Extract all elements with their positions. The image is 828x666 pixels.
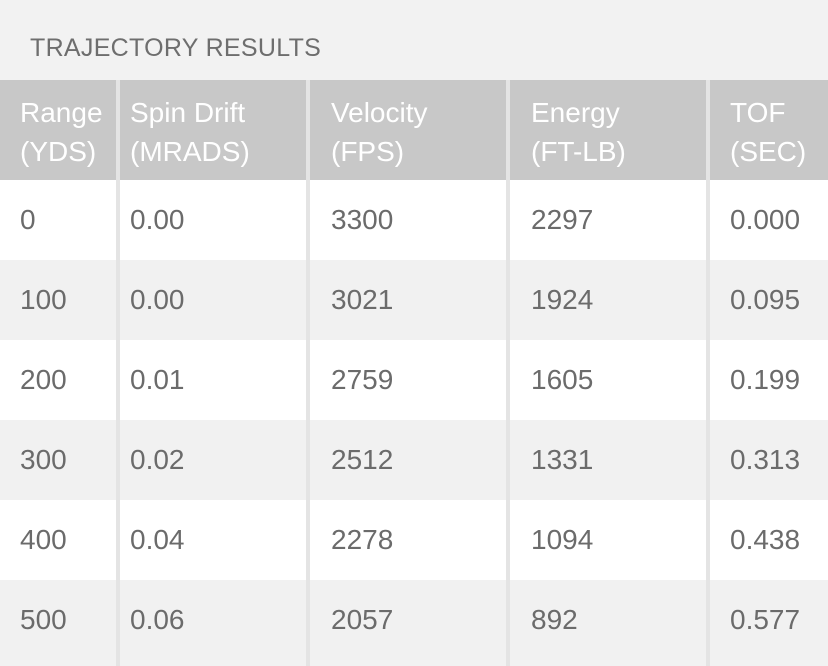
header-velocity-unit: (FPS): [331, 136, 405, 167]
header-spin-drift: Spin Drift (MRADS): [120, 80, 306, 180]
cell-energy: 2297: [531, 204, 594, 235]
cell-spin-drift: 0.00: [130, 204, 185, 235]
cell-spin-drift: 0.01: [130, 364, 185, 395]
cell-spin-drift: 0.04: [130, 524, 185, 555]
cell-velocity: 3300: [331, 204, 394, 235]
cell-range: 200: [20, 364, 67, 395]
cell-tof: 0.000: [730, 204, 801, 235]
table-header-row: Range (YDS) Spin Drift (MRADS) Velocity …: [0, 80, 828, 180]
header-spin-drift-label: Spin Drift: [130, 97, 246, 128]
cell-range: 300: [20, 444, 67, 475]
header-range-unit: (YDS): [20, 136, 97, 167]
header-energy-unit: (FT-LB): [531, 136, 626, 167]
section-title: TRAJECTORY RESULTS: [30, 34, 322, 62]
cell-velocity: 2759: [331, 364, 394, 395]
cell-range: 400: [20, 524, 67, 555]
column-divider: [306, 80, 310, 666]
table-row: 500 0.06 2057 892 0.577: [0, 580, 828, 660]
cell-energy: 1094: [531, 524, 594, 555]
column-divider: [116, 80, 120, 666]
header-energy-label: Energy: [531, 97, 620, 128]
header-velocity-label: Velocity: [331, 97, 428, 128]
table-row: 100 0.00 3021 1924 0.095: [0, 260, 828, 340]
cell-velocity: 2278: [331, 524, 394, 555]
cell-tof: 0.199: [730, 364, 801, 395]
column-divider: [506, 80, 510, 666]
cell-energy: 1924: [531, 284, 594, 315]
header-spin-drift-unit: (MRADS): [130, 136, 250, 167]
table-row: 0 0.00 3300 2297 0.000: [0, 180, 828, 260]
cell-energy: 1605: [531, 364, 594, 395]
cell-tof: 0.438: [730, 524, 801, 555]
cell-velocity: 3021: [331, 284, 394, 315]
header-energy: Energy (FT-LB): [510, 80, 706, 180]
header-range-label: Range: [20, 97, 103, 128]
cell-range: 100: [20, 284, 67, 315]
table-row: 400 0.04 2278 1094 0.438: [0, 500, 828, 580]
cell-tof: 0.095: [730, 284, 801, 315]
header-velocity: Velocity (FPS): [310, 80, 506, 180]
trajectory-table: Range (YDS) Spin Drift (MRADS) Velocity …: [0, 80, 828, 660]
header-tof: TOF (SEC): [710, 80, 828, 180]
cell-tof: 0.313: [730, 444, 801, 475]
cell-velocity: 2512: [331, 444, 394, 475]
cell-spin-drift: 0.06: [130, 604, 185, 635]
table-row: 200 0.01 2759 1605 0.199: [0, 340, 828, 420]
cell-velocity: 2057: [331, 604, 394, 635]
cell-spin-drift: 0.02: [130, 444, 185, 475]
cell-range: 0: [20, 204, 36, 235]
cell-tof: 0.577: [730, 604, 801, 635]
table-row: 300 0.02 2512 1331 0.313: [0, 420, 828, 500]
header-tof-label: TOF: [730, 97, 786, 128]
cell-range: 500: [20, 604, 67, 635]
header-tof-unit: (SEC): [730, 136, 807, 167]
header-range: Range (YDS): [0, 80, 116, 180]
cell-energy: 1331: [531, 444, 594, 475]
cell-spin-drift: 0.00: [130, 284, 185, 315]
cell-energy: 892: [531, 604, 578, 635]
column-divider: [706, 80, 710, 666]
